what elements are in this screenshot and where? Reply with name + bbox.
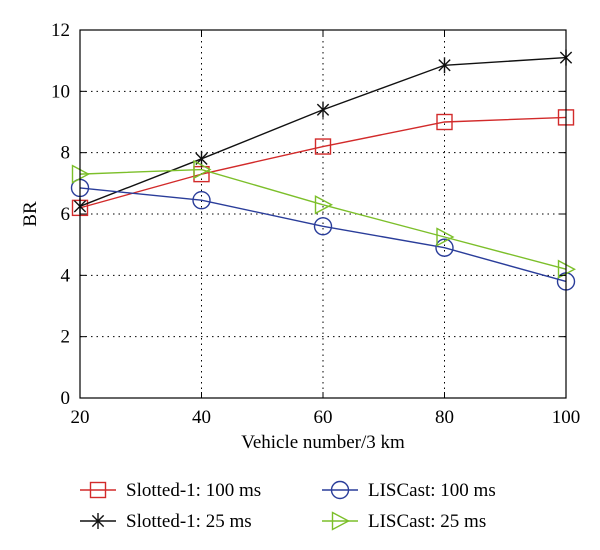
- x-axis-label: Vehicle number/3 km: [241, 432, 405, 453]
- legend-label: LISCast: 100 ms: [368, 480, 496, 501]
- data-point: [314, 195, 333, 215]
- y-tick-label: 4: [61, 265, 71, 286]
- x-tick-label: 60: [314, 407, 333, 428]
- legend-label: Slotted-1: 100 ms: [126, 480, 261, 501]
- legend-label: LISCast: 25 ms: [368, 511, 486, 532]
- data-point: [436, 113, 453, 131]
- data-point: [436, 227, 455, 247]
- legend-marker: [330, 480, 350, 500]
- y-tick-label: 12: [51, 20, 70, 41]
- legend-marker: [91, 513, 105, 529]
- data-point: [192, 190, 211, 210]
- x-tick-label: 80: [435, 407, 454, 428]
- series-line: [79, 116, 567, 209]
- x-tick-label: 40: [192, 407, 211, 428]
- legend-item: Slotted-1: 100 ms: [80, 480, 261, 501]
- y-axis-label: BR: [20, 201, 41, 227]
- legend-item: LISCast: 100 ms: [322, 480, 496, 501]
- data-point: [313, 217, 333, 236]
- series-line: [79, 168, 567, 270]
- data-point: [435, 238, 454, 257]
- series-layer: [70, 49, 576, 291]
- legend-item: Slotted-1: 25 ms: [80, 511, 252, 532]
- y-tick-label: 0: [61, 388, 71, 409]
- y-tick-label: 10: [51, 81, 70, 102]
- legend-item: LISCast: 25 ms: [322, 511, 486, 532]
- axis-ticks: 20 40 60 80 100 0 2 4 6 8 10 12: [51, 20, 580, 428]
- grid-lines: [80, 30, 566, 398]
- y-tick-label: 2: [61, 327, 71, 348]
- data-point: [438, 57, 451, 74]
- x-tick-label: 100: [552, 407, 581, 428]
- y-tick-label: 8: [61, 143, 71, 164]
- legend: Slotted-1: 100 ms Slotted-1: 25 ms LISCast…: [80, 480, 496, 532]
- y-tick-label: 6: [61, 204, 71, 225]
- data-point: [193, 159, 212, 180]
- data-point: [314, 138, 332, 155]
- legend-marker: [331, 511, 350, 531]
- legend-label: Slotted-1: 25 ms: [126, 511, 252, 532]
- legend-marker: [89, 481, 107, 499]
- x-tick-label: 20: [71, 407, 90, 428]
- data-point: [316, 101, 330, 118]
- series-line: [79, 187, 567, 283]
